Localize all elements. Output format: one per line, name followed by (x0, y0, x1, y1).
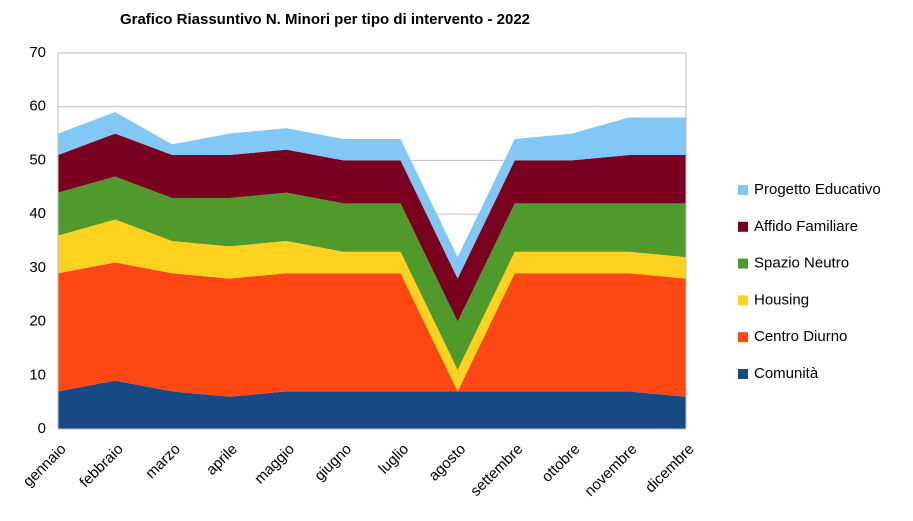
legend-swatch (738, 185, 748, 195)
x-tick-label: agosto (425, 441, 469, 485)
y-tick-label: 10 (29, 366, 46, 383)
legend-label: Comunità (754, 365, 819, 382)
legend-label: Housing (754, 291, 809, 308)
legend-swatch (738, 221, 748, 232)
area (58, 219, 686, 392)
legend-label: Centro Diurno (754, 328, 847, 345)
x-tick-label: maggio (251, 441, 298, 488)
x-tick-label: marzo (142, 441, 183, 482)
y-tick-label: 50 (29, 151, 46, 168)
x-tick-label: ottobre (538, 441, 583, 486)
y-tick-label: 30 (29, 259, 46, 276)
legend-label: Progetto Educativo (754, 181, 881, 198)
legend-label: Affido Familiare (754, 218, 858, 235)
x-tick-label: luglio (375, 441, 412, 478)
area (58, 380, 686, 429)
legend-swatch (738, 332, 748, 343)
plot-border (57, 52, 687, 430)
x-tick-label: gennaio (20, 441, 70, 491)
y-tick-label: 70 (29, 44, 46, 61)
area (58, 176, 686, 370)
y-tick-label: 20 (29, 313, 46, 330)
x-tick-label: dicembre (642, 441, 698, 497)
legend-swatch (738, 258, 748, 269)
area (58, 133, 686, 322)
area (58, 112, 686, 279)
legend-label: Spazio Neutro (754, 255, 849, 272)
y-tick-label: 0 (38, 420, 46, 437)
x-tick-label: febbraio (76, 441, 126, 491)
legend-swatch (738, 369, 748, 379)
y-tick-label: 60 (29, 98, 46, 115)
area (58, 262, 686, 397)
legend-swatch (738, 295, 748, 306)
x-tick-label: giugno (311, 441, 355, 485)
y-tick-label: 40 (29, 205, 46, 222)
chart-title: Grafico Riassuntivo N. Minori per tipo d… (120, 11, 530, 28)
x-tick-label: novembre (581, 441, 640, 500)
x-tick-label: settembre (467, 441, 526, 500)
x-tick-label: aprile (203, 441, 241, 479)
